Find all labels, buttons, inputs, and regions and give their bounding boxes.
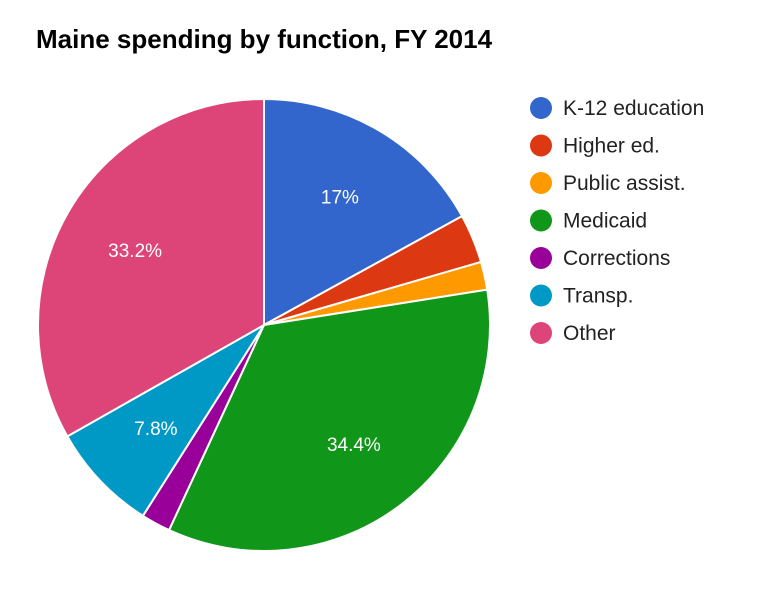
legend-swatch xyxy=(530,172,552,194)
legend-item-public-assist: Public assist. xyxy=(530,172,686,195)
pie-slices xyxy=(37,97,491,552)
slice-label-transp: 7.8% xyxy=(134,419,177,440)
legend-label: Higher ed. xyxy=(563,135,660,158)
slice-label-other: 33.2% xyxy=(108,241,162,262)
legend-item-higher-ed: Higher ed. xyxy=(530,134,660,158)
legend-label: Other xyxy=(563,322,616,345)
legend-item-other: Other xyxy=(530,322,616,345)
legend-swatch xyxy=(530,284,552,307)
slice-label-medicaid: 34.4% xyxy=(327,435,381,456)
legend-swatch xyxy=(530,134,552,157)
chart-title: Maine spending by function, FY 2014 xyxy=(36,24,493,54)
legend-swatch xyxy=(530,247,552,269)
pie-slice-labels: 17% 34.4% 7.8% 33.2% xyxy=(108,188,381,456)
legend: K-12 education Higher ed. Public assist. Me… xyxy=(530,97,704,345)
legend-swatch xyxy=(530,322,552,344)
legend-label: Public assist. xyxy=(563,172,686,195)
legend-label: K-12 education xyxy=(563,97,704,120)
slice-label-k-12-education: 17% xyxy=(321,188,359,209)
legend-item-medicaid: Medicaid xyxy=(530,209,647,233)
legend-label: Corrections xyxy=(563,247,670,270)
legend-swatch xyxy=(530,209,552,232)
legend-item-transp: Transp. xyxy=(530,284,633,308)
legend-item-corrections: Corrections xyxy=(530,247,670,270)
pie-slice-medicaid xyxy=(167,288,491,552)
legend-item-k-12-education: K-12 education xyxy=(530,97,704,120)
pie-slice-other xyxy=(37,97,265,438)
legend-swatch xyxy=(530,97,552,119)
pie-slice-transp xyxy=(65,324,265,518)
pie-slice-k-12-education xyxy=(263,97,464,327)
legend-label: Transp. xyxy=(563,285,633,308)
legend-label: Medicaid xyxy=(563,210,647,233)
